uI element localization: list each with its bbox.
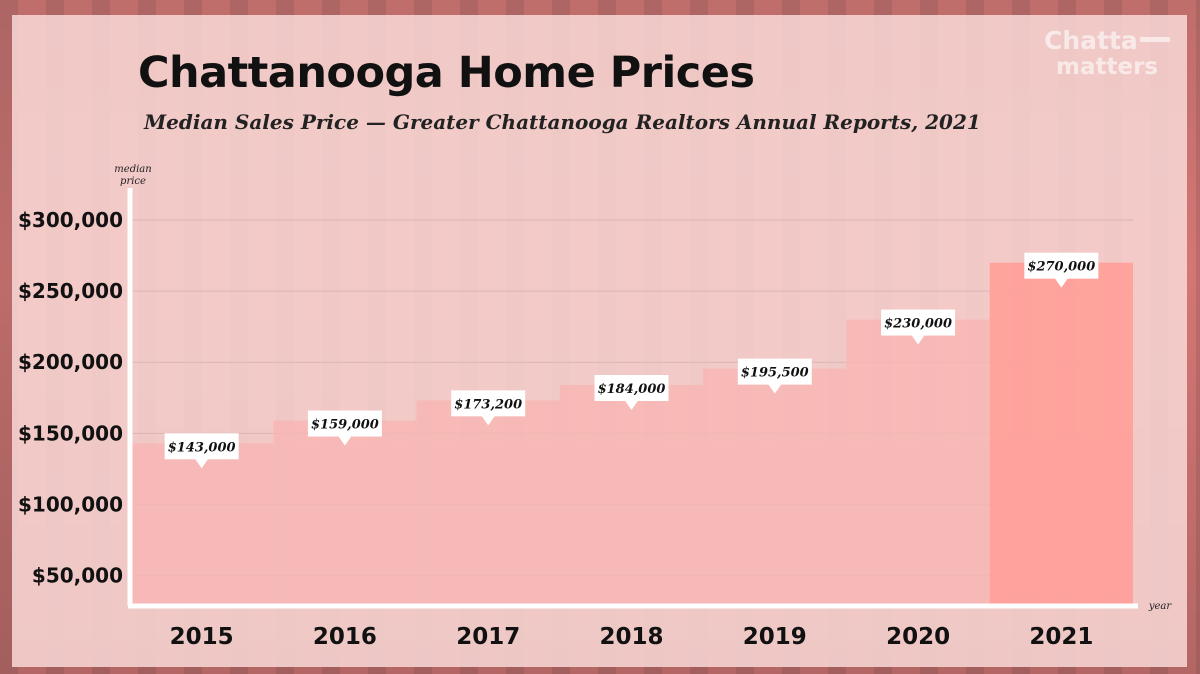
data-label-pointer (624, 399, 639, 410)
x-axis-label: year (1148, 601, 1173, 612)
bar (846, 319, 990, 604)
data-label-text: $173,200 (454, 397, 522, 412)
data-label-box (881, 309, 956, 336)
bar (416, 400, 560, 604)
data-label-pointer (1054, 277, 1069, 288)
x-tick-label: 2019 (743, 624, 807, 650)
y-tick-label: $200,000 (18, 350, 123, 374)
x-tick-label: 2017 (456, 624, 520, 650)
data-label-text: $270,000 (1027, 260, 1095, 275)
data-label-box (737, 358, 812, 385)
data-label-pointer (337, 435, 352, 446)
y-tick-label: $100,000 (18, 492, 123, 516)
data-label: $230,000 (881, 309, 956, 345)
data-label: $184,000 (594, 374, 669, 410)
data-label-text: $230,000 (884, 317, 952, 332)
x-tick-labels: 2015 2016 2017 2018 2019 2020 2021 (170, 624, 1094, 650)
x-tick-label: 2015 (170, 624, 234, 650)
data-label-text: $195,500 (741, 366, 809, 381)
chart-title: Chattanooga Home Prices (138, 48, 755, 98)
data-label-pointer (481, 415, 496, 426)
data-label: $159,000 (307, 410, 382, 446)
axes (127, 188, 1138, 609)
x-tick-label: 2021 (1029, 624, 1093, 650)
bar (273, 420, 417, 604)
data-label-box (451, 390, 526, 417)
bars (130, 262, 1133, 604)
x-tick-label: 2016 (313, 624, 377, 650)
bar (989, 262, 1133, 604)
data-label-box (307, 410, 382, 437)
brand-logo-line1: Chatta (1044, 26, 1138, 55)
x-tick-label: 2020 (886, 624, 950, 650)
y-tick-label: $300,000 (18, 208, 123, 232)
y-tick-label: $150,000 (18, 421, 123, 445)
y-tick-label: $250,000 (18, 279, 123, 303)
data-label-text: $143,000 (168, 440, 236, 455)
data-label-text: $159,000 (311, 418, 379, 433)
data-label-box (164, 433, 239, 460)
data-label: $270,000 (1024, 252, 1099, 288)
data-label: $173,200 (451, 390, 526, 426)
y-axis-label-line1: median (114, 164, 151, 175)
bar (130, 443, 274, 604)
data-label-text: $184,000 (598, 382, 666, 397)
data-label-pointer (911, 334, 926, 345)
x-tick-label: 2018 (599, 624, 663, 650)
bar (559, 384, 704, 604)
y-tick-label: $50,000 (32, 564, 123, 588)
data-label-box (594, 374, 669, 401)
data-label: $195,500 (737, 358, 812, 394)
chart-subtitle: Median Sales Price — Greater Chattanooga… (144, 110, 981, 134)
brand-logo-line2: matters (1056, 54, 1158, 80)
data-labels: $143,000 $159,000 $173,200 $184,000 $195,500… (164, 252, 1099, 469)
bar (703, 368, 847, 604)
data-label-pointer (194, 458, 209, 469)
y-tick-labels: $50,000 $100,000 $150,000 $200,000 $250,000 $… (18, 208, 123, 588)
brand-logo-dash (1140, 37, 1170, 42)
data-label-box (1024, 252, 1099, 279)
data-label: $143,000 (164, 433, 239, 469)
data-label-pointer (767, 383, 782, 394)
brand-logo: Chatta matters (1044, 26, 1170, 80)
y-axis-label-line2: price (120, 176, 146, 187)
